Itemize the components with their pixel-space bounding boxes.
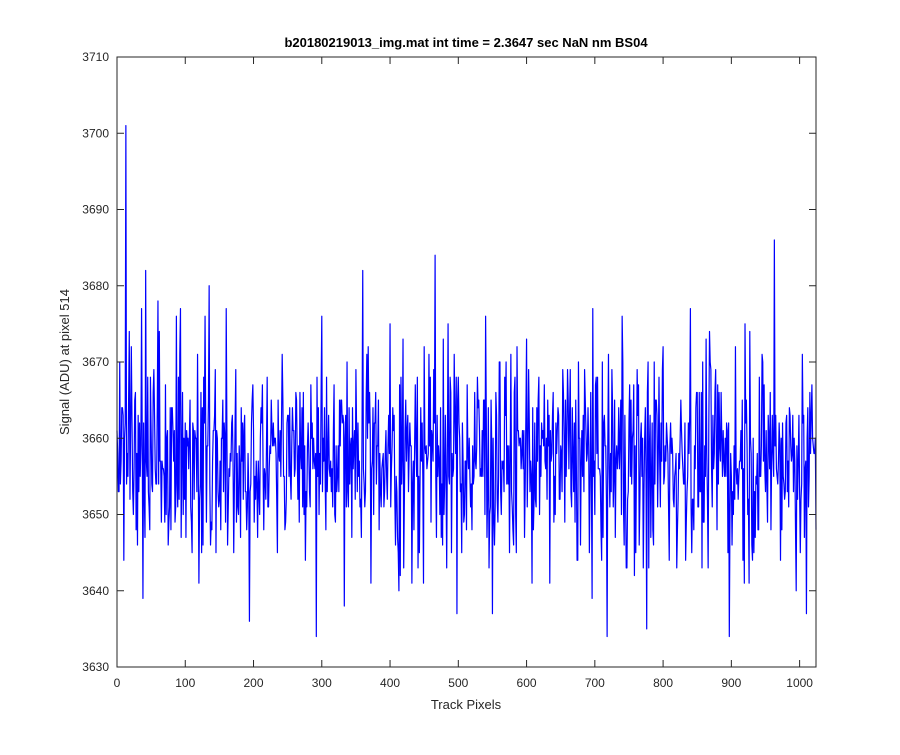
x-tick-label: 800 [653, 676, 673, 690]
x-tick-label: 400 [380, 676, 400, 690]
x-tick-label: 900 [721, 676, 741, 690]
x-tick-label: 500 [448, 676, 468, 690]
y-tick-label: 3680 [82, 279, 109, 293]
x-tick-label: 600 [517, 676, 537, 690]
y-tick-label: 3690 [82, 203, 109, 217]
chart-title: b20180219013_img.mat int time = 2.3647 s… [284, 35, 648, 50]
y-tick-label: 3660 [82, 431, 109, 445]
x-tick-label: 0 [114, 676, 121, 690]
x-tick-label: 700 [585, 676, 605, 690]
x-tick-label: 1000 [786, 676, 813, 690]
x-tick-label: 300 [312, 676, 332, 690]
series-line-0 [116, 125, 817, 638]
plot-area: 0 100 200 300 400 500 600 700 800 900 1000 3630 3640… [82, 50, 817, 690]
x-tick-label: 100 [175, 676, 195, 690]
y-tick-label: 3700 [82, 126, 109, 140]
axes-box [116, 56, 817, 668]
y-tick-label: 3670 [82, 355, 109, 369]
y-tick-label: 3640 [82, 584, 109, 598]
x-tick-label: 200 [244, 676, 264, 690]
x-axis-label: Track Pixels [431, 697, 502, 712]
y-tick-label: 3630 [82, 660, 109, 674]
y-tick-label: 3650 [82, 508, 109, 522]
y-tick-label: 3710 [82, 50, 109, 64]
y-axis-label: Signal (ADU) at pixel 514 [57, 289, 72, 435]
